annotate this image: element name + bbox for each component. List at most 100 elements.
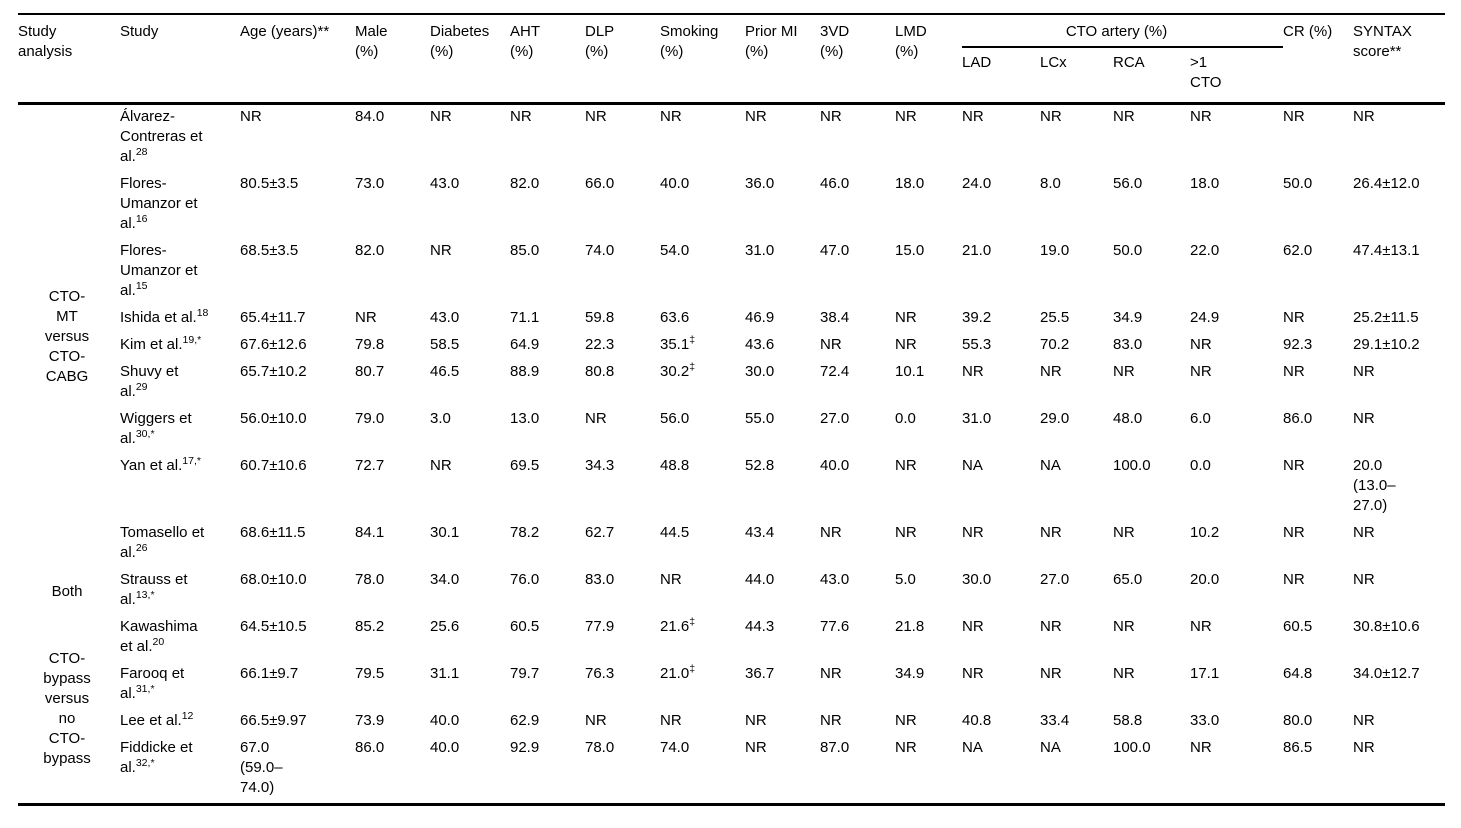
cell-diabetes: NR (430, 457, 452, 474)
cell-lmd: 18.0 (895, 175, 925, 192)
cell-three_vd: NR (820, 524, 842, 541)
cell-syntax: 25.2±11.5 (1353, 309, 1419, 326)
cell-gt1_cto: NR (1190, 363, 1212, 380)
header-row-top: Study analysis Study Age (years)** Male … (18, 14, 1445, 60)
cell-age: 67.0 (59.0– 74.0) (240, 739, 283, 796)
cell-rca: NR (1113, 665, 1135, 682)
study-name: Flores-Umanzor et al.15 (120, 242, 198, 299)
cell-dlp: NR (585, 410, 607, 427)
study-name: Lee et al.12 (120, 710, 194, 729)
cell-aht: 76.0 (510, 571, 540, 588)
cell-diabetes: 34.0 (430, 571, 460, 588)
cell-smoking: 30.2‡ (660, 361, 696, 380)
cell-cr: NR (1283, 524, 1305, 541)
cell-syntax: NR (1353, 739, 1375, 756)
study-name: Farooq et al.31,* (120, 665, 185, 702)
cell-cr: 50.0 (1283, 175, 1313, 192)
cell-smoking: 54.0 (660, 242, 690, 259)
study-analysis-group-label: CTO- MT versus CTO- CABG (44, 287, 90, 385)
cell-lad: 31.0 (962, 410, 992, 427)
cell-age: 66.1±9.7 (240, 665, 299, 682)
cell-lmd: NR (895, 336, 917, 353)
cell-lad: 24.0 (962, 175, 992, 192)
cell-three_vd: 40.0 (820, 457, 850, 474)
cell-dlp: 59.8 (585, 309, 615, 326)
cell-aht: 62.9 (510, 712, 540, 729)
cell-male: 72.7 (355, 457, 385, 474)
cell-diabetes: 40.0 (430, 712, 460, 729)
study-name: Yan et al.17,* (120, 455, 201, 474)
cell-aht: 82.0 (510, 175, 540, 192)
cell-male: 85.2 (355, 618, 385, 635)
cell-gt1_cto: 33.0 (1190, 712, 1220, 729)
cell-age: 66.5±9.97 (240, 712, 307, 729)
col-header-age: Age (years)** (240, 23, 330, 40)
table-row: CTO- MT versus CTO- CABG Álvarez-Contrera… (18, 104, 1445, 385)
cell-lmd: 10.1 (895, 363, 925, 380)
cell-rca: 56.0 (1113, 175, 1143, 192)
cell-male: 82.0 (355, 242, 385, 259)
cell-aht: 60.5 (510, 618, 540, 635)
cell-male: 84.0 (355, 108, 385, 125)
cell-dlp: NR (585, 108, 607, 125)
cell-dlp: 74.0 (585, 242, 615, 259)
cell-cr: NR (1283, 363, 1305, 380)
cell-lmd: NR (895, 457, 917, 474)
study-name: Álvarez-Contreras et al.28 (120, 108, 203, 165)
cell-cr: 92.3 (1283, 336, 1313, 353)
cell-syntax: 26.4±12.0 (1353, 175, 1420, 192)
study-name: Ishida et al.18 (120, 307, 209, 326)
col-header-gt1-cto: >1 CTO (1190, 54, 1222, 91)
cell-diabetes: 58.5 (430, 336, 460, 353)
table-row: Shuvy et al.29 65.7±10.2 80.7 46.5 88.9 80.8 3… (18, 360, 1445, 407)
cell-diabetes: NR (430, 108, 452, 125)
cell-prior_mi: 30.0 (745, 363, 775, 380)
cell-lad: NR (962, 524, 984, 541)
cell-lcx: 70.2 (1040, 336, 1070, 353)
col-header-dlp: DLP (%) (585, 23, 615, 60)
cell-diabetes: 43.0 (430, 175, 460, 192)
cell-dlp: 83.0 (585, 571, 615, 588)
cell-smoking: 63.6 (660, 309, 690, 326)
cell-dlp: NR (585, 712, 607, 729)
study-name: Wiggers et al.30,* (120, 410, 192, 447)
cell-diabetes: 40.0 (430, 739, 460, 756)
col-header-diabetes: Diabetes (%) (430, 23, 490, 60)
col-header-study-analysis: Study analysis (18, 23, 73, 60)
cell-lmd: 21.8 (895, 618, 925, 635)
col-header-cto-artery-span: CTO artery (%) (962, 14, 1284, 48)
table-row: Farooq et al.31,* 66.1±9.7 79.5 31.1 79.7 76.… (18, 662, 1445, 709)
cell-male: 84.1 (355, 524, 385, 541)
cell-rca: 34.9 (1113, 309, 1143, 326)
cell-three_vd: 87.0 (820, 739, 850, 756)
table-row: Kim et al.19,* 67.6±12.6 79.8 58.5 64.9 22.3 3… (18, 333, 1445, 360)
cell-three_vd: NR (820, 665, 842, 682)
cell-dlp: 62.7 (585, 524, 615, 541)
cell-three_vd: 72.4 (820, 363, 850, 380)
cell-gt1_cto: 17.1 (1190, 665, 1220, 682)
cell-diabetes: 43.0 (430, 309, 460, 326)
reference-superscript: 13,* (135, 589, 155, 601)
cell-age: 68.0±10.0 (240, 571, 307, 588)
cell-diabetes: NR (430, 242, 452, 259)
cell-rca: NR (1113, 524, 1135, 541)
cell-cr: NR (1283, 457, 1305, 474)
cell-syntax: NR (1353, 410, 1375, 427)
col-header-lcx: LCx (1040, 54, 1067, 71)
reference-superscript: 12 (181, 710, 194, 722)
cell-lcx: 19.0 (1040, 242, 1070, 259)
col-header-rca: RCA (1113, 54, 1145, 71)
cell-prior_mi: NR (745, 739, 767, 756)
cell-syntax: NR (1353, 524, 1375, 541)
cell-diabetes: 30.1 (430, 524, 460, 541)
table-row: Wiggers et al.30,* 56.0±10.0 79.0 3.0 13.0 NR… (18, 407, 1445, 454)
reference-superscript: 17,* (182, 455, 201, 467)
cell-male: 80.7 (355, 363, 385, 380)
cell-syntax: NR (1353, 712, 1375, 729)
cell-smoking: 56.0 (660, 410, 690, 427)
cell-smoking: NR (660, 712, 682, 729)
study-analysis-group-label: CTO- bypass versus no CTO- bypass (43, 650, 91, 767)
reference-superscript: 26 (135, 542, 148, 554)
cell-rca: NR (1113, 108, 1135, 125)
cell-aht: 79.7 (510, 665, 540, 682)
